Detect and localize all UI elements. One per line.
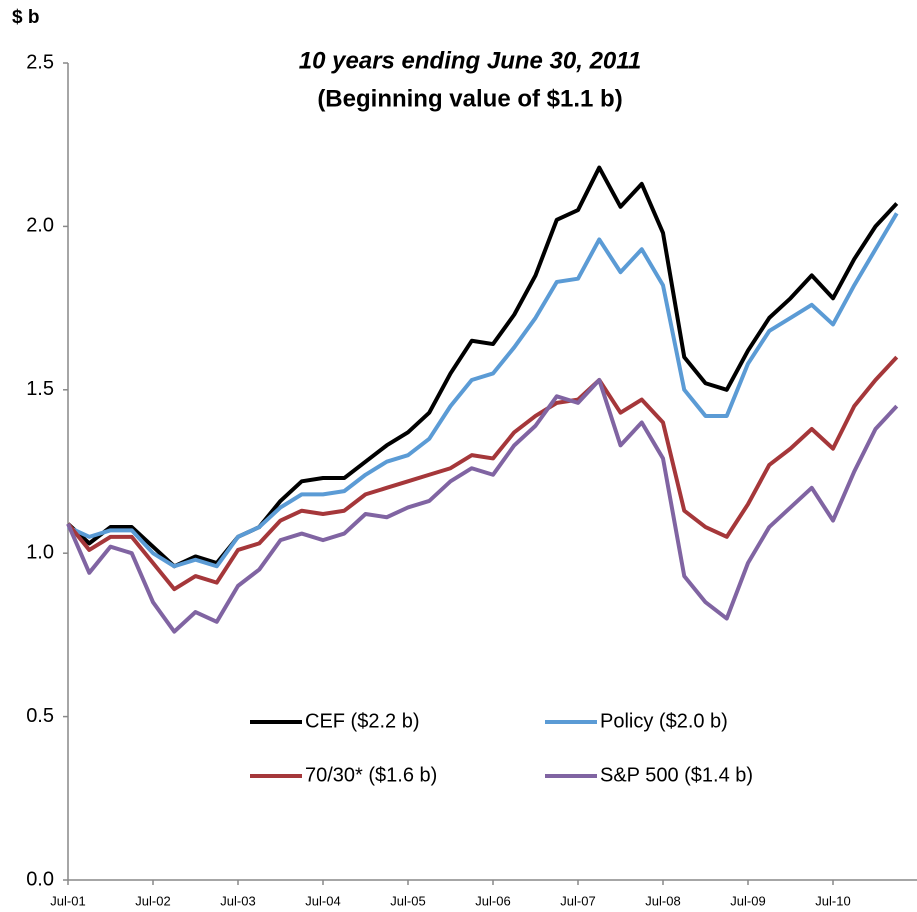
series-line (66, 377, 899, 634)
y-tick-label: 2.0 (26, 215, 54, 237)
x-tick-label: Jul-06 (475, 893, 510, 908)
series-line (66, 355, 899, 592)
x-tick-label: Jul-05 (390, 893, 425, 908)
y-tick-label: 1.5 (26, 378, 54, 400)
legend-label: Policy ($2.0 b) (600, 710, 728, 732)
x-tick-label: Jul-08 (645, 893, 680, 908)
chart-title: 10 years ending June 30, 2011 (299, 47, 641, 74)
legend-label: CEF ($2.2 b) (305, 710, 419, 732)
x-tick-label: Jul-04 (305, 893, 340, 908)
y-tick-label: 0.0 (26, 868, 54, 890)
y-tick-label: 0.5 (26, 705, 54, 727)
series-line (67, 212, 899, 569)
x-tick-label: Jul-01 (50, 893, 85, 908)
legend-label: S&P 500 ($1.4 b) (600, 764, 753, 786)
x-tick-label: Jul-07 (560, 893, 595, 908)
y-axis-label: $ b (12, 7, 39, 28)
x-tick-label: Jul-10 (815, 893, 850, 908)
y-tick-label: 1.0 (26, 541, 54, 563)
chart-subtitle: (Beginning value of $1.1 b) (317, 85, 622, 112)
y-tick-label: 2.5 (26, 51, 54, 73)
series-line (66, 165, 899, 569)
legend-label: 70/30* ($1.6 b) (305, 764, 437, 786)
x-tick-label: Jul-02 (135, 893, 170, 908)
x-tick-label: Jul-03 (220, 893, 255, 908)
x-tick-label: Jul-09 (730, 893, 765, 908)
